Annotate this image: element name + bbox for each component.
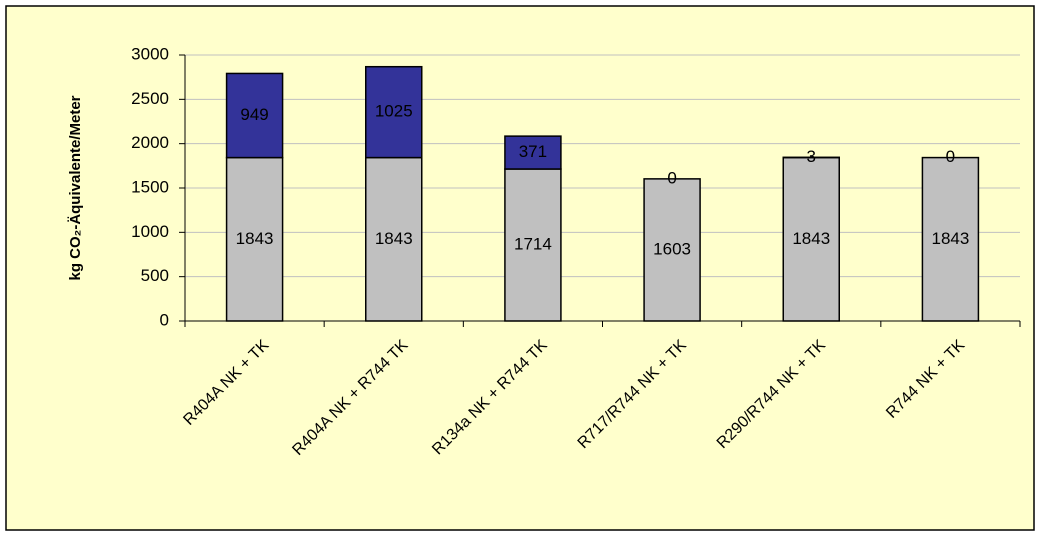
data-label: 371 <box>519 142 547 161</box>
bar-segment <box>782 156 840 322</box>
data-label: 1843 <box>375 229 413 248</box>
bar-segment <box>225 72 284 159</box>
data-label: 1843 <box>236 229 274 248</box>
y-tick-label: 500 <box>141 266 169 285</box>
data-label: 1843 <box>932 229 970 248</box>
data-label: 1603 <box>653 239 691 258</box>
bar-segment <box>365 65 423 159</box>
data-label: 1714 <box>514 234 552 253</box>
y-tick-label: 2500 <box>131 89 169 108</box>
data-label: 3 <box>807 147 816 166</box>
y-tick-label: 1000 <box>131 222 169 241</box>
data-label: 949 <box>240 105 268 124</box>
y-tick-label: 2000 <box>131 133 169 152</box>
y-tick-label: 1500 <box>131 177 169 196</box>
bar-segment <box>643 178 701 322</box>
data-label: 0 <box>667 168 676 187</box>
data-label: 1025 <box>375 102 413 121</box>
bar-segment <box>921 156 980 322</box>
y-tick-label: 0 <box>160 310 169 329</box>
data-label: 0 <box>946 147 955 166</box>
y-axis-title: kg CO₂-Äquivalente/Meter <box>67 95 84 280</box>
y-tick-label: 3000 <box>131 44 169 63</box>
bar-segment <box>504 135 562 170</box>
data-label: 1843 <box>792 229 830 248</box>
